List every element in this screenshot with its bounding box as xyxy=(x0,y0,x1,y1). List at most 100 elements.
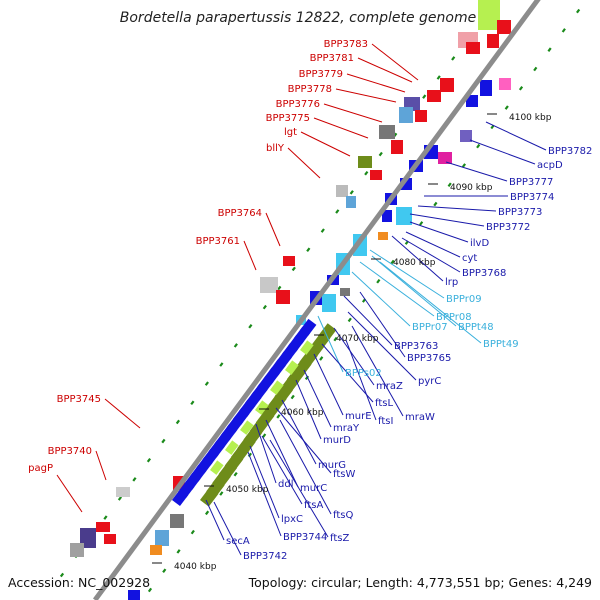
gene-label-right[interactable]: BPP3744 xyxy=(283,532,327,543)
gc-tick xyxy=(476,143,481,149)
gene-label-right[interactable]: BPPs02 xyxy=(345,368,382,379)
cog-block xyxy=(399,107,413,123)
gene-label-right[interactable]: ftsW xyxy=(333,469,355,480)
gene-label-right[interactable]: BPPt48 xyxy=(458,322,494,333)
gene-label-right[interactable]: murG xyxy=(318,460,346,471)
genome-backbone xyxy=(92,0,541,600)
gene-label-right[interactable]: BPP3772 xyxy=(486,222,530,233)
gene-label-left[interactable]: BPP3776 xyxy=(276,99,320,110)
gene-label-right[interactable]: ftsQ xyxy=(333,510,353,521)
gene-label-left[interactable]: BPP3778 xyxy=(288,84,332,95)
gene-label-right[interactable]: BPPt49 xyxy=(483,339,519,350)
gene-label-right[interactable]: cyt xyxy=(462,253,477,264)
map-title: Bordetella parapertussis 12822, complete… xyxy=(120,10,476,26)
cog-block xyxy=(499,78,511,90)
gc-tick xyxy=(162,568,167,573)
gc-tick xyxy=(419,221,424,226)
gene-label-right[interactable]: BPP3742 xyxy=(243,551,287,562)
gc-tick xyxy=(390,259,395,265)
label-leader xyxy=(357,57,413,83)
label-leader xyxy=(469,139,536,165)
label-leader xyxy=(255,423,277,484)
feature-track xyxy=(70,0,511,600)
gene-label-left[interactable]: bllY xyxy=(266,143,285,154)
gene-label-right[interactable]: BPPr09 xyxy=(446,294,482,305)
cog-block xyxy=(239,420,254,435)
gene-label-right[interactable]: murE xyxy=(345,411,372,422)
cds-forward xyxy=(427,90,441,102)
gene-label-right[interactable]: mraY xyxy=(333,423,360,434)
cds-forward xyxy=(283,256,295,266)
cog-block xyxy=(285,360,299,375)
gene-label-left[interactable]: BPP3779 xyxy=(299,69,343,80)
gene-label-left[interactable]: BPP3775 xyxy=(266,113,310,124)
gene-label-right[interactable]: BPPr08 xyxy=(436,312,472,323)
label-leader xyxy=(445,161,508,182)
kbp-label: 4060 kbp xyxy=(281,408,324,418)
cog-block xyxy=(478,0,500,30)
label-leader xyxy=(287,147,321,179)
gene-label-left[interactable]: BPP3761 xyxy=(196,236,240,247)
accession-text: Accession: NC_002928 xyxy=(8,575,150,590)
label-leader xyxy=(333,327,375,386)
gc-tick xyxy=(306,247,311,252)
cog-block xyxy=(70,543,84,557)
label-leader xyxy=(313,117,369,139)
gene-label-right[interactable]: BPP3773 xyxy=(498,207,542,218)
gene-label-right[interactable]: lpxC xyxy=(281,514,303,525)
label-leader xyxy=(371,255,457,327)
label-leader xyxy=(346,73,406,93)
gene-label-right[interactable]: BPP3782 xyxy=(548,146,592,157)
gene-label-right[interactable]: secA xyxy=(226,536,250,547)
gene-label-left[interactable]: lgt xyxy=(284,127,297,138)
gene-label-right[interactable]: lrp xyxy=(445,277,458,288)
label-leader xyxy=(409,221,469,243)
gene-label-right[interactable]: mraZ xyxy=(376,381,403,392)
backbone-line xyxy=(92,0,541,600)
gene-label-right[interactable]: mraW xyxy=(405,412,435,423)
gene-label-left[interactable]: BPP3745 xyxy=(57,394,101,405)
gene-label-right[interactable]: pyrC xyxy=(418,376,441,387)
gene-label-right[interactable]: ftsL xyxy=(375,398,393,409)
gc-tick xyxy=(376,278,381,284)
label-leader xyxy=(351,271,411,327)
gc-tick xyxy=(219,491,224,496)
label-leader xyxy=(351,325,404,417)
gc-tick xyxy=(146,457,152,463)
cds-reverse xyxy=(466,95,478,107)
cog-block xyxy=(155,530,169,546)
gc-tick xyxy=(335,209,340,214)
label-leader xyxy=(95,450,107,481)
cds-forward xyxy=(391,140,403,154)
gene-label-right[interactable]: ftsA xyxy=(304,500,323,511)
gc-tick xyxy=(436,75,441,80)
gene-label-left[interactable]: BPP3740 xyxy=(48,446,92,457)
cds-forward xyxy=(497,20,511,34)
gene-label-left[interactable]: BPP3781 xyxy=(310,53,354,64)
gene-label-left[interactable]: BPP3764 xyxy=(218,208,262,219)
gene-label-right[interactable]: ilvD xyxy=(470,238,489,249)
gene-label-right[interactable]: murC xyxy=(300,483,327,494)
gene-label-right[interactable]: ddl xyxy=(278,479,293,490)
label-leader xyxy=(104,398,141,429)
gene-label-right[interactable]: BPP3763 xyxy=(394,341,438,352)
gene-label-right[interactable]: BPPr07 xyxy=(412,322,448,333)
gc-tick xyxy=(422,94,427,99)
gc-tick xyxy=(277,285,282,291)
gene-label-right[interactable]: BPP3765 xyxy=(407,353,451,364)
gc-tick xyxy=(504,105,509,110)
gene-label-right[interactable]: BPP3768 xyxy=(462,268,506,279)
label-leader xyxy=(275,407,332,474)
gene-label-left[interactable]: pagP xyxy=(28,463,53,474)
label-leader xyxy=(313,353,344,416)
cog-block xyxy=(336,185,348,197)
gene-label-right[interactable]: ftsZ xyxy=(330,533,349,544)
cog-block xyxy=(358,156,372,168)
label-leader xyxy=(371,43,419,81)
gene-label-right[interactable]: ftsI xyxy=(378,416,393,427)
gene-label-right[interactable]: BPP3777 xyxy=(509,177,553,188)
gene-label-left[interactable]: BPP3783 xyxy=(324,39,368,50)
gene-label-right[interactable]: murD xyxy=(323,435,351,446)
gene-label-right[interactable]: BPP3774 xyxy=(510,192,554,203)
gene-label-right[interactable]: acpD xyxy=(537,160,563,171)
